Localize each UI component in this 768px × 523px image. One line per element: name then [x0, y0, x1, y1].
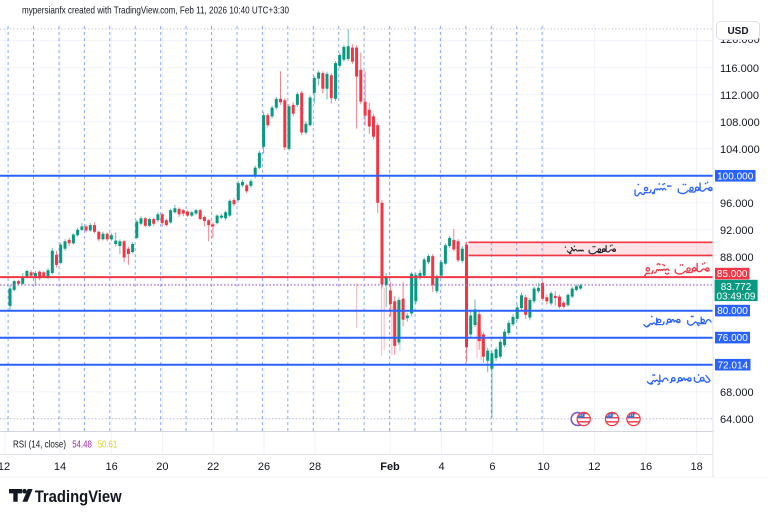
svg-text:80.000: 80.000	[717, 306, 748, 317]
svg-text:28: 28	[309, 461, 321, 473]
svg-text:TradingView: TradingView	[35, 488, 122, 506]
svg-text:88.000: 88.000	[720, 252, 754, 264]
svg-text:4: 4	[439, 461, 445, 473]
svg-text:108.000: 108.000	[720, 117, 760, 129]
svg-text:96.000: 96.000	[720, 198, 754, 210]
svg-text:16: 16	[640, 461, 652, 473]
svg-text:10: 10	[537, 461, 549, 473]
svg-text:64.000: 64.000	[720, 414, 754, 426]
svg-text:14: 14	[54, 461, 66, 473]
svg-text:92.000: 92.000	[720, 225, 754, 237]
svg-text:26: 26	[258, 461, 270, 473]
svg-text:16: 16	[105, 461, 117, 473]
svg-text:72.014: 72.014	[718, 360, 749, 371]
svg-text:104.000: 104.000	[720, 144, 760, 156]
svg-text:18: 18	[690, 461, 702, 473]
svg-text:68.000: 68.000	[720, 387, 754, 399]
svg-text:116.000: 116.000	[720, 63, 759, 75]
svg-text:112.000: 112.000	[720, 90, 759, 102]
svg-text:12: 12	[588, 461, 600, 473]
svg-text:6: 6	[489, 461, 495, 473]
svg-text:22: 22	[207, 461, 219, 473]
svg-text:USD: USD	[727, 26, 748, 37]
svg-text:76.000: 76.000	[717, 333, 748, 344]
svg-text:85.000: 85.000	[717, 269, 748, 280]
svg-text:50.61: 50.61	[98, 439, 118, 451]
svg-text:RSI (14, close): RSI (14, close)	[13, 439, 66, 451]
svg-text:12: 12	[0, 461, 10, 473]
svg-text:03:49:09: 03:49:09	[717, 292, 756, 303]
svg-text:mypersianfx created with Tradi: mypersianfx created with TradingView.com…	[22, 5, 289, 17]
svg-text:54.48: 54.48	[72, 439, 92, 451]
svg-text:20: 20	[156, 461, 168, 473]
svg-text:Feb: Feb	[380, 461, 400, 473]
svg-text:100.000: 100.000	[717, 171, 754, 182]
